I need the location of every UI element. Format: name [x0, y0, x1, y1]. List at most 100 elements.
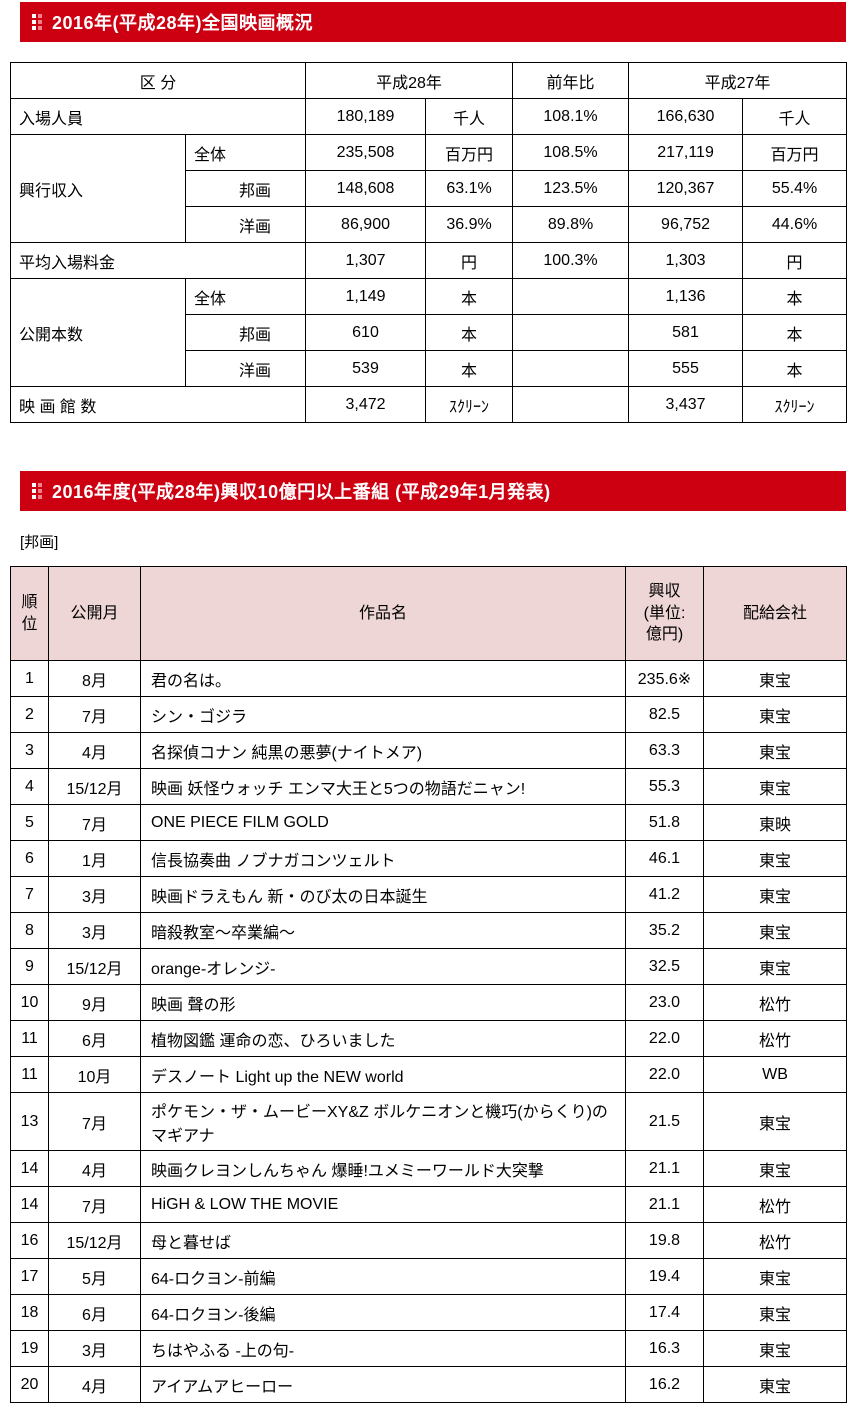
table-header-row: 順位 公開月 作品名 興収 (単位: 億円) 配給会社: [10, 566, 847, 661]
ranking-row: 1 8月 君の名は。 235.6※ 東宝: [10, 660, 847, 697]
ranking-row: 14 7月 HiGH & LOW THE MOVIE 21.1 松竹: [10, 1186, 847, 1223]
ranking-row: 16 15/12月 母と暮せば 19.8 松竹: [10, 1222, 847, 1259]
table-row: 洋画 86,900 36.9% 89.8% 96,752 44.6%: [11, 206, 848, 243]
distributor-cell: 東宝: [703, 876, 847, 913]
month-cell: 5月: [48, 1258, 141, 1295]
distributor-cell: WB: [703, 1056, 847, 1093]
table-row: 映 画 館 数 3,472 ｽｸﾘｰﾝ 3,437 ｽｸﾘｰﾝ: [9, 386, 848, 423]
value-h28: 1,149: [305, 278, 427, 315]
value-h28: 610: [305, 314, 427, 351]
month-cell: 8月: [48, 660, 141, 697]
category-label: [邦画]: [20, 534, 59, 551]
rank-cell: 16: [10, 1222, 49, 1259]
yoy-value: 123.5%: [512, 170, 630, 207]
distributor-cell: 東宝: [703, 768, 847, 805]
ranking-row: 5 7月 ONE PIECE FILM GOLD 51.8 東映: [10, 804, 847, 841]
value-h28: 539: [305, 350, 427, 387]
header-yoy: 前年比: [512, 62, 630, 99]
revenue-cell: 55.3: [625, 768, 704, 805]
value-h27: 217,119: [628, 134, 744, 171]
share-h27: 44.6%: [742, 206, 848, 243]
month-cell: 15/12月: [48, 948, 141, 985]
unit-h28: ｽｸﾘｰﾝ: [425, 386, 514, 423]
grid-dots-icon: [32, 14, 42, 30]
unit-h27: 本: [742, 314, 848, 351]
value-h27: 3,437: [628, 386, 744, 423]
title-cell: 映画ドラえもん 新・のび太の日本誕生: [140, 876, 626, 913]
revenue-cell: 46.1: [625, 840, 704, 877]
ranking-table: 順位 公開月 作品名 興収 (単位: 億円) 配給会社 1 8月 君の名は。 2…: [10, 566, 847, 1403]
title-cell: 君の名は。: [140, 660, 626, 697]
yoy-value: [512, 350, 630, 387]
revenue-cell: 17.4: [625, 1294, 704, 1331]
ranking-row: 3 4月 名探偵コナン 純黒の悪夢(ナイトメア) 63.3 東宝: [10, 732, 847, 769]
month-cell: 3月: [48, 1330, 141, 1367]
month-cell: 6月: [48, 1294, 141, 1331]
month-cell: 7月: [48, 696, 141, 733]
month-cell: 10月: [48, 1056, 141, 1093]
row-label: 平均入場料金: [9, 242, 307, 279]
rank-cell: 8: [10, 912, 49, 949]
distributor-cell: 東宝: [703, 1092, 847, 1151]
distributor-cell: 東宝: [703, 1150, 847, 1187]
distributor-cell: 東宝: [703, 1330, 847, 1367]
title-cell: 信長協奏曲 ノブナガコンツェルト: [140, 840, 626, 877]
revenue-cell: 16.3: [625, 1330, 704, 1367]
ranking-row: 19 3月 ちはやふる -上の句- 16.3 東宝: [10, 1330, 847, 1367]
month-cell: 6月: [48, 1020, 141, 1057]
title-cell: orange-オレンジ-: [140, 948, 626, 985]
rank-cell: 17: [10, 1258, 49, 1295]
title-cell: 映画クレヨンしんちゃん 爆睡!ユメミーワールド大突撃: [140, 1150, 626, 1187]
ranking-row: 11 10月 デスノート Light up the NEW world 22.0…: [10, 1056, 847, 1093]
row-label: 公開本数: [10, 278, 186, 387]
revenue-cell: 21.5: [625, 1092, 704, 1151]
distributor-cell: 東宝: [703, 1258, 847, 1295]
revenue-cell: 19.8: [625, 1222, 704, 1259]
ranking-row: 9 15/12月 orange-オレンジ- 32.5 東宝: [10, 948, 847, 985]
revenue-cell: 41.2: [625, 876, 704, 913]
month-cell: 7月: [48, 804, 141, 841]
rank-cell: 14: [10, 1186, 49, 1223]
unit-h27: 本: [742, 350, 848, 387]
distributor-cell: 東宝: [703, 840, 847, 877]
ranking-row: 18 6月 64-ロクヨン-後編 17.4 東宝: [10, 1294, 847, 1331]
yoy-value: [512, 386, 630, 423]
revenue-cell: 51.8: [625, 804, 704, 841]
value-h28: 235,508: [305, 134, 427, 171]
rank-cell: 3: [10, 732, 49, 769]
section-title: 2016年(平成28年)全国映画概況: [52, 13, 314, 33]
header-distributor: 配給会社: [703, 566, 847, 661]
revenue-cell: 23.0: [625, 984, 704, 1021]
month-cell: 4月: [48, 1150, 141, 1187]
rank-cell: 4: [10, 768, 49, 805]
month-cell: 15/12月: [48, 768, 141, 805]
month-cell: 7月: [48, 1092, 141, 1151]
table-row: 興行収入 全体 235,508 百万円 108.5% 217,119 百万円: [10, 134, 848, 243]
rank-cell: 18: [10, 1294, 49, 1331]
value-h27: 120,367: [628, 170, 744, 207]
table-row: 邦画 148,608 63.1% 123.5% 120,367 55.4%: [11, 170, 848, 207]
unit-h27: 百万円: [742, 134, 848, 171]
unit-h28: 円: [425, 242, 514, 279]
rank-cell: 19: [10, 1330, 49, 1367]
row-label: 入場人員: [9, 98, 307, 135]
title-cell: 64-ロクヨン-前編: [140, 1258, 626, 1295]
header-h27: 平成27年: [628, 62, 848, 99]
row-sublabel: 全体: [184, 278, 307, 315]
unit-h28: 本: [425, 350, 514, 387]
unit-h27: ｽｸﾘｰﾝ: [742, 386, 848, 423]
rank-cell: 10: [10, 984, 49, 1021]
ranking-row: 2 7月 シン・ゴジラ 82.5 東宝: [10, 696, 847, 733]
unit-h27: 本: [742, 278, 848, 315]
header-title: 作品名: [140, 566, 626, 661]
rank-cell: 7: [10, 876, 49, 913]
rank-cell: 11: [10, 1020, 49, 1057]
section-title: 2016年度(平成28年)興収10億円以上番組 (平成29年1月発表): [52, 482, 551, 502]
yoy-value: 100.3%: [512, 242, 630, 279]
ranking-row: 13 7月 ポケモン・ザ・ムービーXY&Z ボルケニオンと機巧(からくり)のマギ…: [10, 1092, 847, 1151]
table-row: 公開本数 全体 1,149 本 1,136 本: [10, 278, 848, 387]
title-cell: デスノート Light up the NEW world: [140, 1056, 626, 1093]
distributor-cell: 東宝: [703, 948, 847, 985]
row-sublabel: 洋画: [184, 206, 307, 243]
